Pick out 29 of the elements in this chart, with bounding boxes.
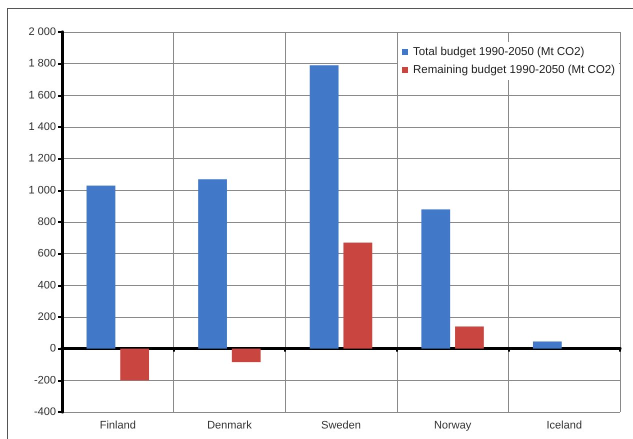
y-tick-label: 1 200 xyxy=(28,152,56,165)
bar xyxy=(310,65,339,349)
y-tick-label: 1 000 xyxy=(28,184,56,196)
bar xyxy=(86,186,116,349)
bar xyxy=(343,242,372,349)
y-tick-label: -400 xyxy=(34,406,56,418)
bar xyxy=(120,348,150,380)
y-tick-label: 800 xyxy=(38,216,56,228)
x-tick-label: Denmark xyxy=(207,420,252,432)
bar xyxy=(421,209,450,349)
y-tick-label: 600 xyxy=(38,248,56,260)
y-tick-label: 400 xyxy=(38,279,56,292)
y-tick-label: 2 000 xyxy=(28,26,56,38)
legend-label: Remaining budget 1990-2050 (Mt CO2) xyxy=(413,64,616,76)
y-tick-label: 1 400 xyxy=(28,121,56,133)
bar xyxy=(455,326,484,349)
x-tick-label: Norway xyxy=(434,420,472,432)
y-tick-label: 200 xyxy=(38,311,56,323)
bar xyxy=(198,179,227,349)
x-tick-label: Sweden xyxy=(321,420,361,432)
y-tick-label: 1 800 xyxy=(28,58,56,70)
legend-label: Total budget 1990-2050 (Mt CO2) xyxy=(413,46,584,58)
y-tick-label: -200 xyxy=(34,374,56,386)
x-tick-label: Iceland xyxy=(546,420,582,432)
y-tick-label: 1 600 xyxy=(28,89,56,102)
y-tick-label: 0 xyxy=(50,342,56,355)
bar xyxy=(232,348,261,362)
bar xyxy=(532,342,562,349)
x-tick-label: Finland xyxy=(100,420,136,432)
